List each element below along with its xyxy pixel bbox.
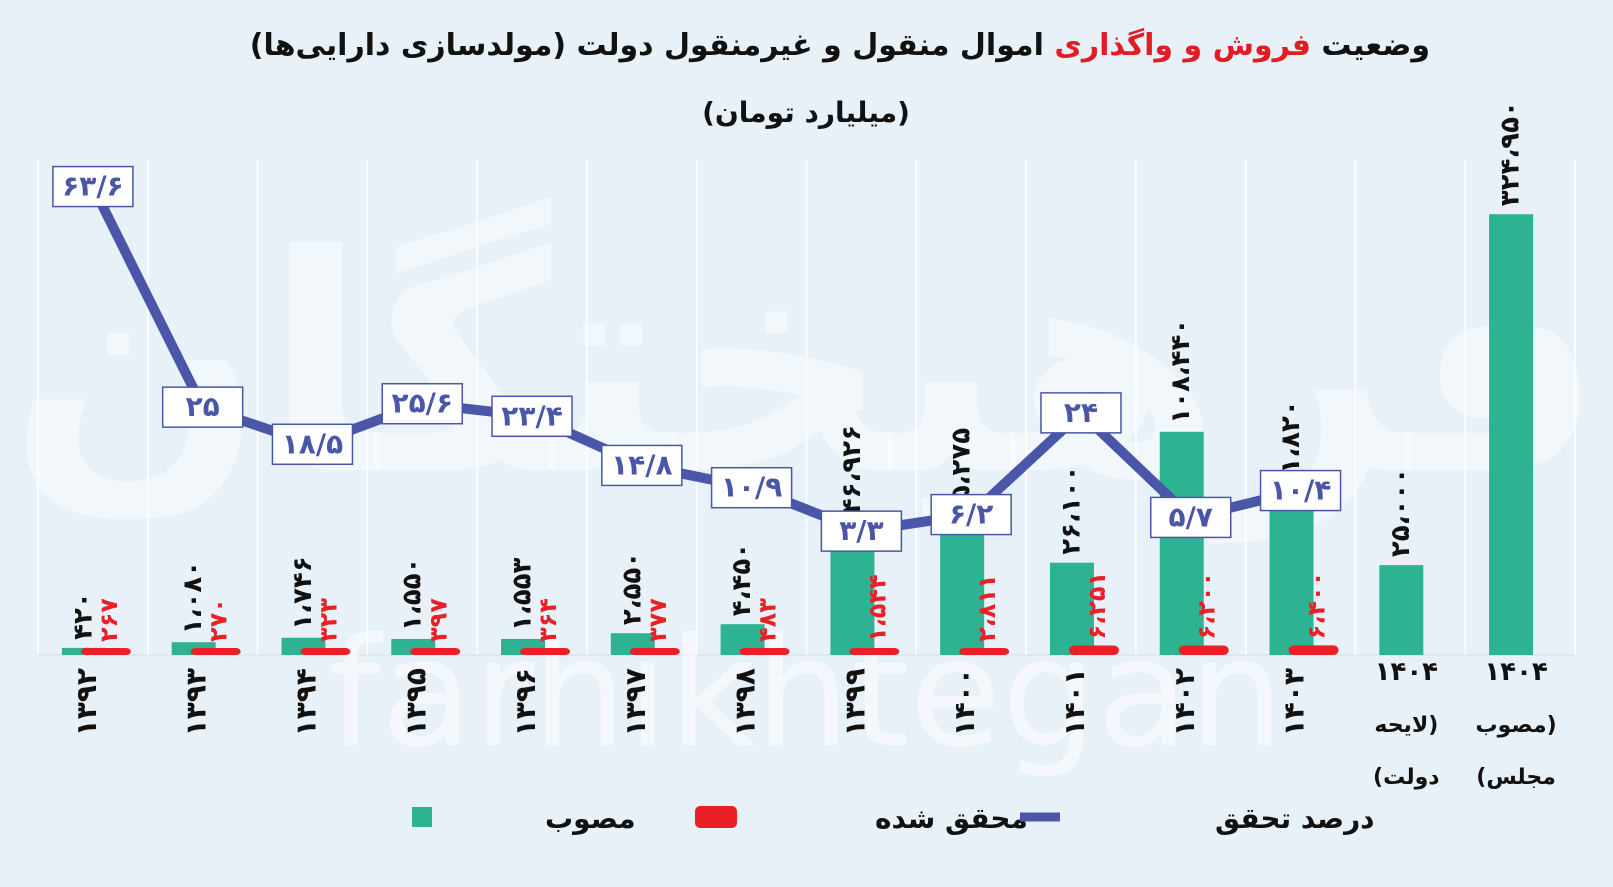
x-tick-label: ۱۳۹۲ <box>70 668 103 736</box>
label-realized: ۳۷۷ <box>644 598 672 642</box>
label-approved: ۱،۵۵۰ <box>398 558 428 631</box>
percent-point-label: ۵/۷ <box>1169 500 1213 533</box>
label-approved: ۱،۰۸۰ <box>178 561 208 634</box>
x-tick-label: ۱۴۰۰ <box>948 668 981 736</box>
label-realized: ۱،۵۴۴ <box>863 574 891 642</box>
label-realized: ۶،۲۵۱ <box>1083 572 1111 640</box>
label-realized: ۳۶۴ <box>534 598 562 642</box>
label-realized: ۳۹۷ <box>424 598 452 642</box>
legend-swatch-approved <box>412 807 432 827</box>
bar-realized <box>1178 645 1229 655</box>
title-part1: وضعیت <box>1311 28 1430 63</box>
x-tick-label: دولت) <box>1373 765 1440 790</box>
label-approved: ۲۵،۰۰۰ <box>1386 468 1416 557</box>
bar-approved <box>1489 214 1534 655</box>
label-approved: ۴،۴۵۰ <box>727 543 757 616</box>
percent-point-label: ۲۴ <box>1064 396 1098 429</box>
label-approved: ۱،۵۵۳ <box>508 557 538 630</box>
x-tick-label: ۱۴۰۴ <box>1375 657 1438 687</box>
label-approved: ۳۲۴،۹۵۰ <box>1496 101 1526 206</box>
label-approved: ۲۶،۱۰۰ <box>1056 465 1086 554</box>
percent-point-label: ۱۸/۵ <box>282 427 344 460</box>
percent-point-box <box>710 466 793 509</box>
x-tick-label: ۱۳۹۷ <box>619 668 652 736</box>
bar-approved <box>1159 431 1204 655</box>
bar-realized <box>80 648 131 655</box>
bar-realized <box>849 648 900 655</box>
x-tick-label: ۱۴۰۴ <box>1484 657 1547 687</box>
label-approved: ۲،۵۵۰ <box>617 552 647 625</box>
percent-point-label: ۳/۳ <box>839 514 883 547</box>
label-realized: ۴۸۳ <box>754 598 782 642</box>
bar-approved <box>940 525 985 655</box>
percent-point-label: ۱۰/۹ <box>721 471 783 504</box>
label-approved: ۴۲۰ <box>68 592 98 640</box>
x-tick-label: (لایحه <box>1374 713 1438 738</box>
legend-label-approved: مصوب <box>545 802 636 835</box>
label-realized: ۲۷۰ <box>205 598 233 642</box>
bar-realized <box>300 648 351 655</box>
percent-point-label: ۲۵ <box>186 390 220 423</box>
legend-swatch-realized <box>695 806 737 828</box>
percent-point-label: ۲۳/۴ <box>501 399 563 432</box>
percent-point-box <box>161 386 244 428</box>
chart-subtitle: (میلیارد تومان) <box>702 96 910 129</box>
label-realized: ۳۲۳ <box>314 598 342 642</box>
label-realized: ۶،۲۰۰ <box>1193 572 1221 640</box>
bar-approved <box>1379 565 1424 655</box>
bar-realized <box>739 648 790 655</box>
x-tick-label: ۱۳۹۶ <box>509 668 542 736</box>
bar-realized <box>959 648 1010 655</box>
bar-realized <box>1068 645 1119 655</box>
x-tick-label: ۱۳۹۳ <box>180 668 213 736</box>
percent-point-box <box>1040 392 1122 434</box>
percent-point-box <box>1259 469 1342 512</box>
bar-realized <box>410 648 461 655</box>
bar-realized <box>629 648 680 655</box>
x-tick-label: ۱۴۰۳ <box>1278 668 1311 736</box>
percent-point-box <box>52 165 134 208</box>
x-tick-label: ۱۳۹۴ <box>289 668 322 736</box>
title-part2: اموال منقول و غیرمنقول دولت (مولدسازی دا… <box>250 28 1055 63</box>
x-tick-label: ۱۴۰۱ <box>1058 668 1091 736</box>
title-highlight: فروش و واگذاری <box>1054 27 1311 63</box>
x-tick-label: ۱۴۰۲ <box>1168 668 1201 736</box>
bar-approved <box>1269 497 1314 655</box>
percent-point-box <box>601 444 683 487</box>
label-realized: ۲۶۷ <box>95 598 123 642</box>
label-realized: ۲،۸۱۱ <box>973 574 1001 642</box>
x-tick-label: ۱۳۹۹ <box>838 668 871 736</box>
label-approved: ۱۰۸،۴۴۰ <box>1166 319 1196 424</box>
label-approved: ۴۶،۹۲۶ <box>837 425 867 514</box>
percent-point-label: ۱۴/۸ <box>611 448 673 481</box>
bar-approved <box>1049 562 1094 655</box>
x-tick-label: مجلس) <box>1476 765 1556 790</box>
bar-realized <box>520 648 571 655</box>
bar-realized <box>1288 645 1339 655</box>
percent-point-box <box>271 423 354 466</box>
percent-point-label: ۶/۲ <box>949 498 993 531</box>
label-realized: ۶،۴۰۰ <box>1303 572 1331 640</box>
label-approved: ۱،۷۴۶ <box>288 556 318 629</box>
chart-title: وضعیت فروش و واگذاری اموال منقول و غیرمن… <box>250 27 1430 63</box>
legend-label-percent: درصد تحقق <box>1215 802 1375 835</box>
bar-realized <box>190 648 241 655</box>
x-tick-label: ۱۳۹۸ <box>729 668 762 736</box>
percent-point-box <box>930 493 1012 536</box>
percent-point-box <box>1150 496 1232 539</box>
watermark-text: farhikhtegan <box>328 607 1284 781</box>
percent-point-label: ۶۳/۶ <box>62 170 124 203</box>
percent-point-box <box>381 382 463 425</box>
percent-point-box <box>820 510 903 552</box>
legend-label-realized: محقق شده <box>875 802 1028 835</box>
percent-point-label: ۲۵/۶ <box>392 387 454 420</box>
watermark-logo: فرهیختگان <box>8 192 1603 545</box>
percent-point-label: ۱۰/۴ <box>1270 474 1332 507</box>
percent-point-box <box>491 395 573 438</box>
x-tick-label: ۱۳۹۵ <box>399 668 432 736</box>
x-tick-label: (مصوب <box>1475 713 1556 738</box>
